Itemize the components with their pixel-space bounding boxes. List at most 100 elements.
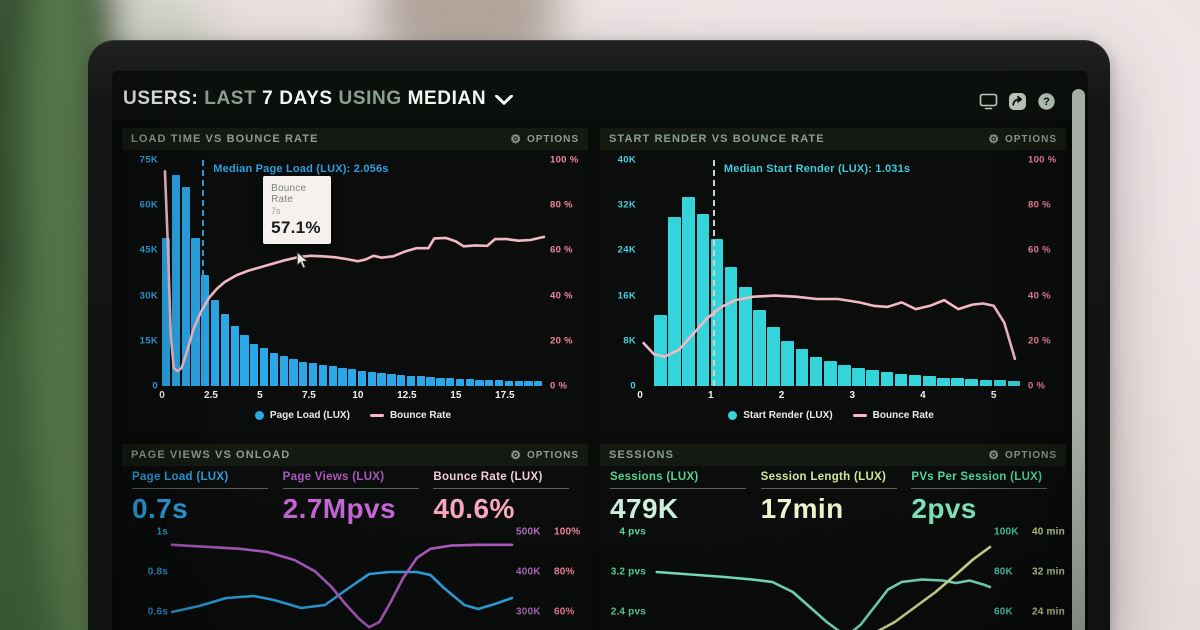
histogram-bar[interactable] — [357, 370, 367, 386]
histogram-bar[interactable] — [210, 300, 220, 386]
y-axis-tick: 60K — [139, 199, 158, 211]
histogram-bar[interactable] — [426, 376, 435, 386]
tooltip-title: Bounce Rate — [271, 182, 307, 205]
y-axis-tick: 75K — [139, 154, 158, 166]
histogram-bar[interactable] — [880, 372, 894, 386]
options-label: OPTIONS — [1004, 449, 1057, 461]
histogram-bar[interactable] — [534, 381, 543, 386]
histogram-bar[interactable] — [781, 340, 795, 386]
histogram-bar[interactable] — [455, 378, 465, 386]
histogram-bar[interactable] — [922, 376, 936, 386]
histogram-bar[interactable] — [367, 372, 376, 386]
histogram-bar[interactable] — [259, 348, 269, 386]
histogram-bar[interactable] — [318, 364, 327, 386]
y-axis-tick: 80 % — [1028, 199, 1051, 211]
histogram-bar[interactable] — [181, 187, 190, 386]
histogram-bar[interactable] — [795, 349, 809, 386]
metric-underline — [760, 488, 897, 489]
histogram-bar[interactable] — [866, 370, 879, 386]
scrollbar[interactable] — [1072, 89, 1085, 630]
x-axis-tick: 2 — [778, 390, 785, 401]
line-chart[interactable] — [172, 524, 512, 630]
page-title[interactable]: USERS: LAST 7 DAYS USING MEDIAN — [123, 88, 514, 110]
histogram-bar[interactable] — [809, 356, 823, 386]
histogram-bar[interactable] — [979, 379, 993, 386]
histogram-bar[interactable] — [739, 287, 752, 386]
help-icon[interactable]: ? — [1037, 93, 1056, 110]
histogram-bar[interactable] — [279, 355, 288, 386]
histogram-bar[interactable] — [696, 213, 710, 386]
legend-item[interactable]: Bounce Rate — [369, 410, 451, 421]
y-axis-tick: 40 min — [1032, 526, 1065, 538]
plot-area[interactable]: Median Page Load (LUX): 2.056s Bounce Ra… — [162, 160, 544, 386]
metric-underline — [282, 488, 419, 489]
display-icon[interactable] — [979, 93, 998, 110]
histogram-bar[interactable] — [171, 175, 181, 386]
histogram-bar[interactable] — [397, 374, 406, 386]
share-icon[interactable] — [1008, 93, 1027, 110]
histogram-bar[interactable] — [446, 378, 455, 386]
histogram-bar[interactable] — [162, 238, 171, 386]
histogram-bar[interactable] — [465, 379, 474, 386]
options-button[interactable]: ⚙ OPTIONS — [988, 449, 1057, 461]
histogram-bar[interactable] — [475, 379, 484, 386]
options-button[interactable]: ⚙ OPTIONS — [510, 449, 579, 461]
legend-item[interactable]: Bounce Rate — [852, 410, 934, 421]
options-button[interactable]: ⚙ OPTIONS — [988, 133, 1057, 145]
histogram-bar[interactable] — [682, 196, 696, 386]
histogram-bar[interactable] — [993, 380, 1007, 386]
legend-item[interactable]: Page Load (LUX) — [254, 410, 350, 421]
x-axis-tick: 0 — [159, 390, 165, 401]
legend-item[interactable]: Start Render (LUX) — [728, 410, 833, 421]
histogram-bar[interactable] — [823, 361, 837, 386]
plot-area[interactable]: Median Start Render (LUX): 1.031s — [640, 160, 1022, 386]
histogram-bar[interactable] — [908, 375, 922, 386]
histogram-bar[interactable] — [495, 380, 504, 386]
histogram-bar[interactable] — [753, 309, 766, 386]
histogram-bar[interactable] — [514, 380, 523, 386]
histogram-bar[interactable] — [201, 274, 210, 386]
histogram-bar[interactable] — [937, 377, 950, 386]
histogram-bar[interactable] — [289, 358, 298, 386]
y-axis-tick: 40 % — [550, 290, 573, 302]
line-chart[interactable] — [650, 524, 990, 630]
histogram-bar[interactable] — [436, 377, 445, 386]
histogram-bar[interactable] — [767, 326, 780, 386]
histogram-bar[interactable] — [485, 379, 494, 386]
x-axis-tick: 0 — [637, 390, 643, 401]
histogram-bar[interactable] — [250, 343, 259, 386]
histogram-bar[interactable] — [338, 367, 347, 386]
histogram-bar[interactable] — [328, 366, 337, 386]
histogram-bar[interactable] — [240, 334, 249, 386]
histogram-bar[interactable] — [724, 267, 738, 386]
histogram-bar[interactable] — [191, 238, 200, 386]
options-button[interactable]: ⚙ OPTIONS — [510, 133, 579, 145]
histogram-bar[interactable] — [230, 325, 239, 386]
histogram-bar[interactable] — [838, 364, 851, 386]
histogram-bar[interactable] — [269, 352, 278, 386]
histogram-bar[interactable] — [308, 363, 318, 386]
histogram-bar[interactable] — [1007, 380, 1021, 386]
load-time-chart: 75K 60K 45K 30K 15K 0 Median Page Load (LUX):… — [122, 150, 588, 433]
histogram-bar[interactable] — [220, 313, 230, 386]
bounce-rate-line-layer — [162, 160, 544, 386]
histogram-bar[interactable] — [377, 373, 386, 386]
sessions-chart: 4 pvs 3.2 pvs 2.4 pvs 100K 80K 60K 40 min 32 … — [600, 524, 1066, 630]
histogram-bar[interactable] — [416, 376, 425, 386]
gear-icon: ⚙ — [510, 448, 522, 462]
histogram-bar[interactable] — [299, 361, 308, 386]
histogram-bar[interactable] — [951, 378, 964, 386]
y-axis-tick: 24 min — [1032, 606, 1065, 618]
histogram-bar[interactable] — [504, 380, 514, 386]
histogram-bar[interactable] — [894, 374, 908, 386]
histogram-bar[interactable] — [852, 367, 865, 386]
histogram-bar[interactable] — [387, 373, 396, 386]
histogram-bar[interactable] — [406, 375, 416, 386]
legend-label: Page Load (LUX) — [269, 410, 350, 421]
title-part: USING — [332, 88, 408, 109]
histogram-bar[interactable] — [348, 369, 357, 386]
histogram-bar[interactable] — [668, 216, 681, 386]
histogram-bar[interactable] — [524, 381, 533, 386]
histogram-bar[interactable] — [965, 379, 979, 386]
histogram-bar[interactable] — [654, 315, 667, 386]
